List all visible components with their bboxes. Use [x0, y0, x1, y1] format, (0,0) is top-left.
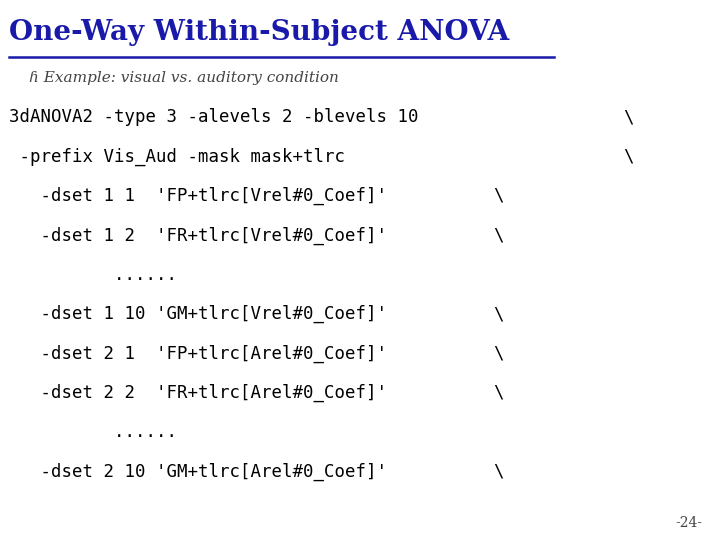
Text: One-Way Within-Subject ANOVA: One-Way Within-Subject ANOVA [9, 19, 510, 46]
Text: -dset 1 10 'GM+tlrc[Vrel#0_Coef]': -dset 1 10 'GM+tlrc[Vrel#0_Coef]' [9, 305, 387, 323]
Text: -dset 1 1  'FP+tlrc[Vrel#0_Coef]': -dset 1 1 'FP+tlrc[Vrel#0_Coef]' [9, 187, 387, 205]
Text: -dset 1 2  'FR+tlrc[Vrel#0_Coef]': -dset 1 2 'FR+tlrc[Vrel#0_Coef]' [9, 226, 387, 245]
Text: ......: ...... [9, 423, 177, 441]
Text: \: \ [493, 345, 504, 362]
Text: 3dANOVA2 -type 3 -alevels 2 -blevels 10: 3dANOVA2 -type 3 -alevels 2 -blevels 10 [9, 108, 419, 126]
Text: \: \ [493, 384, 504, 402]
Text: -24-: -24- [675, 516, 702, 530]
Text: -prefix Vis_Aud -mask mask+tlrc: -prefix Vis_Aud -mask mask+tlrc [9, 147, 346, 166]
Text: \: \ [623, 147, 634, 165]
Text: \: \ [493, 305, 504, 323]
Text: \: \ [493, 463, 504, 481]
Text: -dset 2 1  'FP+tlrc[Arel#0_Coef]': -dset 2 1 'FP+tlrc[Arel#0_Coef]' [9, 345, 387, 363]
Text: \: \ [623, 108, 634, 126]
Text: \: \ [493, 226, 504, 244]
Text: -dset 2 2  'FR+tlrc[Arel#0_Coef]': -dset 2 2 'FR+tlrc[Arel#0_Coef]' [9, 384, 387, 402]
Text: ɦ Example: visual vs. auditory condition: ɦ Example: visual vs. auditory condition [29, 71, 338, 85]
Text: \: \ [493, 187, 504, 205]
Text: ......: ...... [9, 266, 177, 284]
Text: -dset 2 10 'GM+tlrc[Arel#0_Coef]': -dset 2 10 'GM+tlrc[Arel#0_Coef]' [9, 463, 387, 481]
